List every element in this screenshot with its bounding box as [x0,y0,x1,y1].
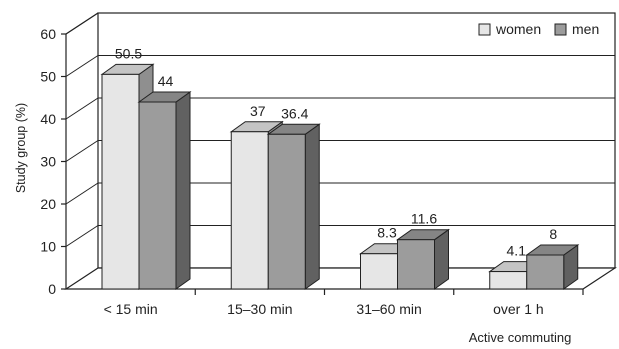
bar-women-3 [489,271,528,290]
gridline-side [65,12,99,35]
value-label: 36.4 [281,105,308,121]
value-label: 37 [250,103,266,119]
bar-women-2 [360,253,398,290]
bar-men-2 [397,239,435,290]
gridline-side [65,225,99,247]
y-tick-label: 20 [40,196,56,212]
gridline-side [65,97,99,120]
legend-swatch-men [554,23,567,36]
bar-men-1 [267,133,306,290]
y-tick-label: 40 [40,111,56,127]
y-tick-label: 0 [48,281,56,297]
legend: women men [478,21,599,37]
gridline-side [65,55,99,77]
value-label: 44 [158,73,174,89]
value-label: 11.6 [411,211,437,227]
bar-side [304,123,320,290]
y-tick-label: 50 [40,69,56,85]
legend-label-men: men [572,21,599,37]
gridline-side [65,182,99,205]
x-tick-label: < 15 min [104,301,158,317]
y-tick-label: 30 [40,154,56,170]
y-tick-label: 10 [40,239,56,255]
x-tick-label: 15–30 min [227,301,292,317]
bars [100,63,580,290]
gridline-side [65,140,99,162]
y-ticks: 0 10 20 30 40 50 60 [40,26,66,297]
value-label: 4.1 [507,243,527,259]
x-tick-label: over 1 h [493,301,544,317]
bar-men-3 [526,254,565,290]
y-axis-label: Study group (%) [14,103,28,193]
bar-women-1 [230,131,269,290]
bar-men-0 [138,101,177,290]
bar-side [175,91,191,290]
value-label: 8 [549,226,557,242]
legend-label-women: women [495,21,541,37]
value-label: 8.3 [377,225,397,241]
legend-swatch-women [478,23,491,36]
x-axis-label: Active commuting [469,330,572,345]
value-labels: 50.5 44 37 36.4 8.3 11.6 4.1 8 [115,45,557,258]
y-tick-label: 60 [40,26,56,42]
x-tick-label: 31–60 min [356,301,421,317]
value-label: 50.5 [115,45,142,61]
x-ticks: < 15 min 15–30 min 31–60 min over 1 h [104,289,584,317]
bar-women-0 [101,73,140,290]
